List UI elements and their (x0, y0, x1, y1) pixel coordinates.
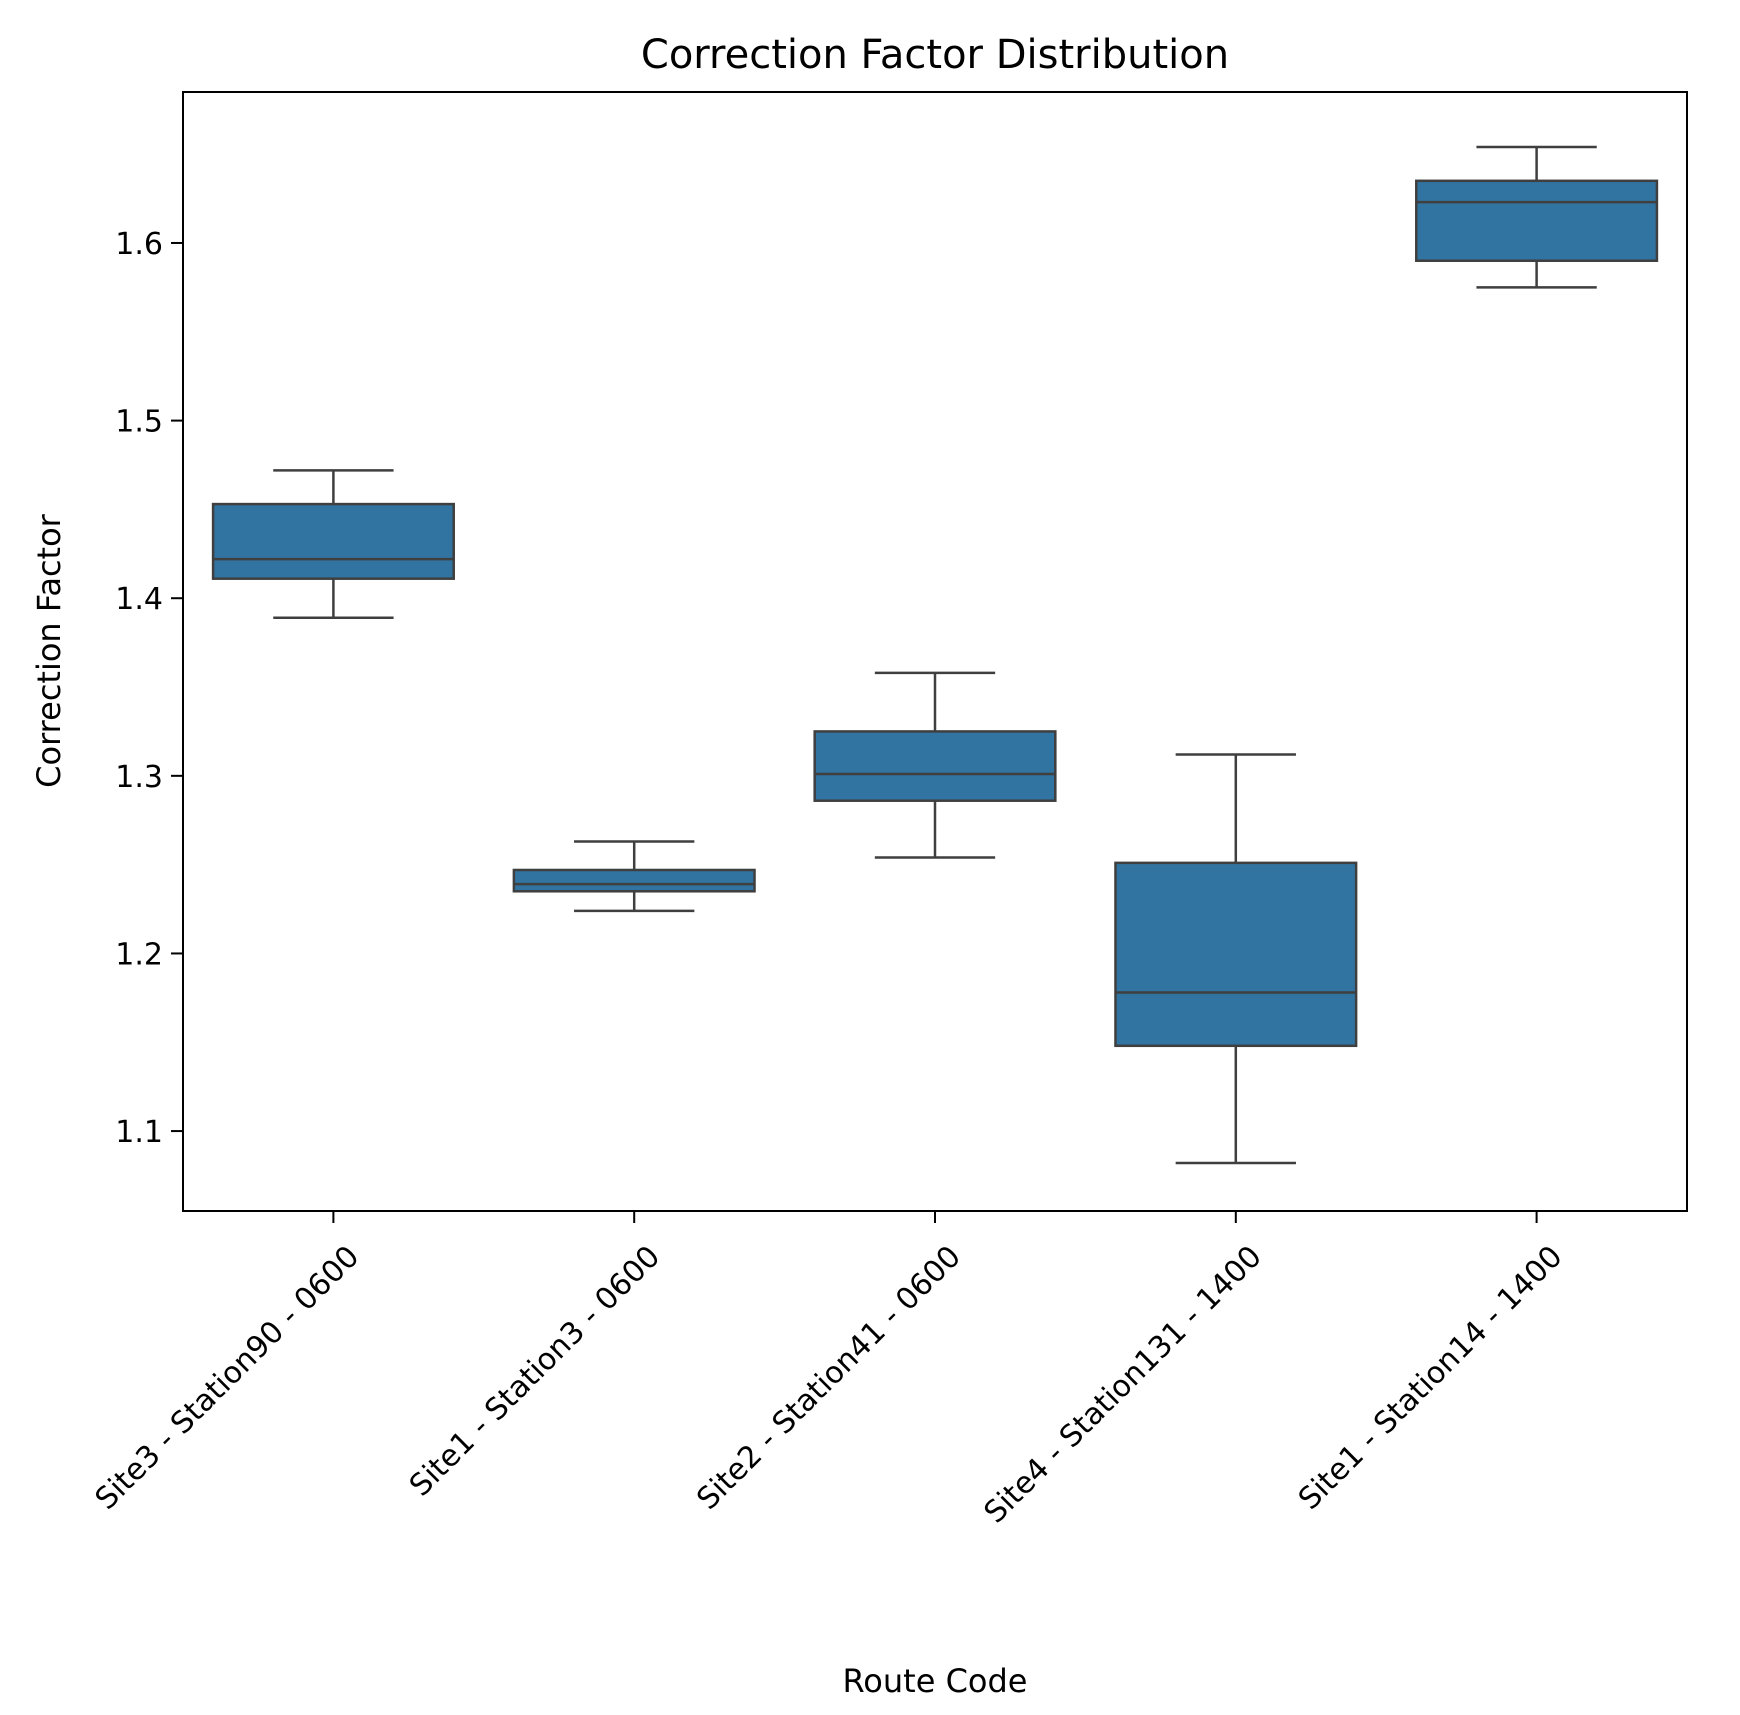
box-group (512, 840, 756, 913)
x-tick-label: Site4 - Station131 - 1400 (978, 1239, 1269, 1530)
y-tick-label: 1.6 (115, 227, 163, 262)
y-tick-label: 1.1 (115, 1115, 163, 1150)
x-axis: Site3 - Station90 - 0600 Site1 - Station3… (89, 1211, 1570, 1530)
box-iqr (1415, 179, 1659, 262)
box-iqr (813, 730, 1057, 802)
plot-frame (182, 91, 1688, 1212)
box-iqr (211, 502, 455, 580)
y-axis: 1.1 1.2 1.3 1.4 1.5 1.6 (115, 227, 183, 1150)
box-group (1415, 145, 1659, 289)
box-iqr (1114, 861, 1358, 1048)
box-group (813, 671, 1057, 859)
x-tick-label: Site2 - Station41 - 0600 (690, 1239, 968, 1517)
y-tick-label: 1.5 (115, 405, 163, 440)
box-group (1114, 753, 1358, 1165)
x-tick-label: Site1 - Station14 - 1400 (1292, 1239, 1570, 1517)
y-tick-label: 1.4 (115, 582, 163, 617)
plot-area (211, 145, 1659, 1165)
chart-title: Correction Factor Distribution (641, 32, 1229, 78)
box-iqr (512, 868, 756, 893)
y-tick-label: 1.2 (115, 937, 163, 972)
x-tick-label: Site1 - Station3 - 0600 (403, 1239, 667, 1503)
y-axis-label: Correction Factor (30, 513, 68, 788)
y-tick-label: 1.3 (115, 760, 163, 795)
x-axis-label: Route Code (843, 1662, 1028, 1700)
box-group (211, 469, 455, 620)
x-tick-label: Site3 - Station90 - 0600 (89, 1239, 367, 1517)
